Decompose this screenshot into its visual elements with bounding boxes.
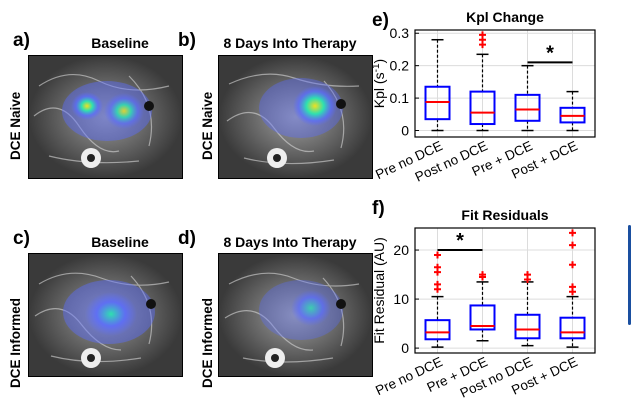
y-tick-label: 0.2	[390, 58, 410, 74]
y-tick-label: 10	[393, 291, 409, 307]
y-tick-label: 0	[401, 340, 409, 356]
edge-panel-marker	[628, 225, 631, 325]
row-label-top-b: DCE Naive	[200, 91, 215, 160]
outlier-marker	[569, 229, 576, 237]
significance-star: *	[456, 230, 464, 252]
panel-b-title: 8 Days Into Therapy	[223, 35, 357, 51]
significance-star: *	[546, 42, 554, 64]
panel-letter-d: d)	[178, 228, 196, 249]
y-axis-label-end: )	[371, 59, 387, 64]
chart-title: Kpl Change	[466, 9, 544, 25]
y-tick-label: 0.3	[390, 25, 410, 41]
y-tick-label: 20	[393, 242, 409, 258]
y-axis-label-superscript: -1	[371, 63, 382, 72]
mri-image-d	[218, 253, 373, 377]
panel-letter-f: f)	[372, 198, 385, 219]
y-tick-label: 0.1	[390, 90, 410, 106]
row-label-top-a: DCE Naive	[8, 91, 23, 160]
row-label-bottom-d: DCE Informed	[200, 297, 215, 388]
y-axis-label: Fit Residual (AU)	[371, 237, 387, 344]
mri-image-b	[218, 55, 373, 179]
outlier-marker	[479, 31, 486, 39]
panel-a-title: Baseline	[91, 35, 149, 51]
mri-image-a	[28, 55, 183, 179]
outlier-marker	[479, 271, 486, 279]
panel-letter-e: e)	[372, 10, 389, 31]
panel-letter-b: b)	[178, 30, 196, 51]
outlier-marker	[524, 271, 531, 279]
axes-frame	[414, 29, 596, 138]
y-tick-label: 0	[401, 123, 409, 139]
outlier-marker	[434, 280, 441, 288]
row-label-bottom-c: DCE Informed	[8, 297, 23, 388]
box-1	[469, 90, 496, 126]
outlier-marker	[569, 241, 576, 249]
outlier-marker	[569, 261, 576, 269]
chart-title: Fit Residuals	[461, 207, 548, 223]
box-0	[424, 319, 451, 341]
box-1	[469, 304, 496, 331]
axes-frame	[414, 227, 596, 354]
box-3	[559, 316, 586, 340]
outlier-marker	[569, 283, 576, 291]
panel-letter-c: c)	[13, 228, 30, 249]
outlier-marker	[434, 251, 441, 259]
y-axis-label: Kpl (s-1)	[371, 59, 388, 108]
box-2	[514, 93, 541, 122]
panel-letter-a: a)	[13, 30, 30, 51]
box-2	[514, 313, 541, 340]
outlier-marker	[434, 263, 441, 271]
mri-image-c	[28, 253, 183, 377]
plot-area	[415, 228, 595, 353]
panel-d-title: 8 Days Into Therapy	[223, 234, 357, 250]
plot-area	[415, 30, 595, 137]
panel-c-title: Baseline	[91, 234, 149, 250]
